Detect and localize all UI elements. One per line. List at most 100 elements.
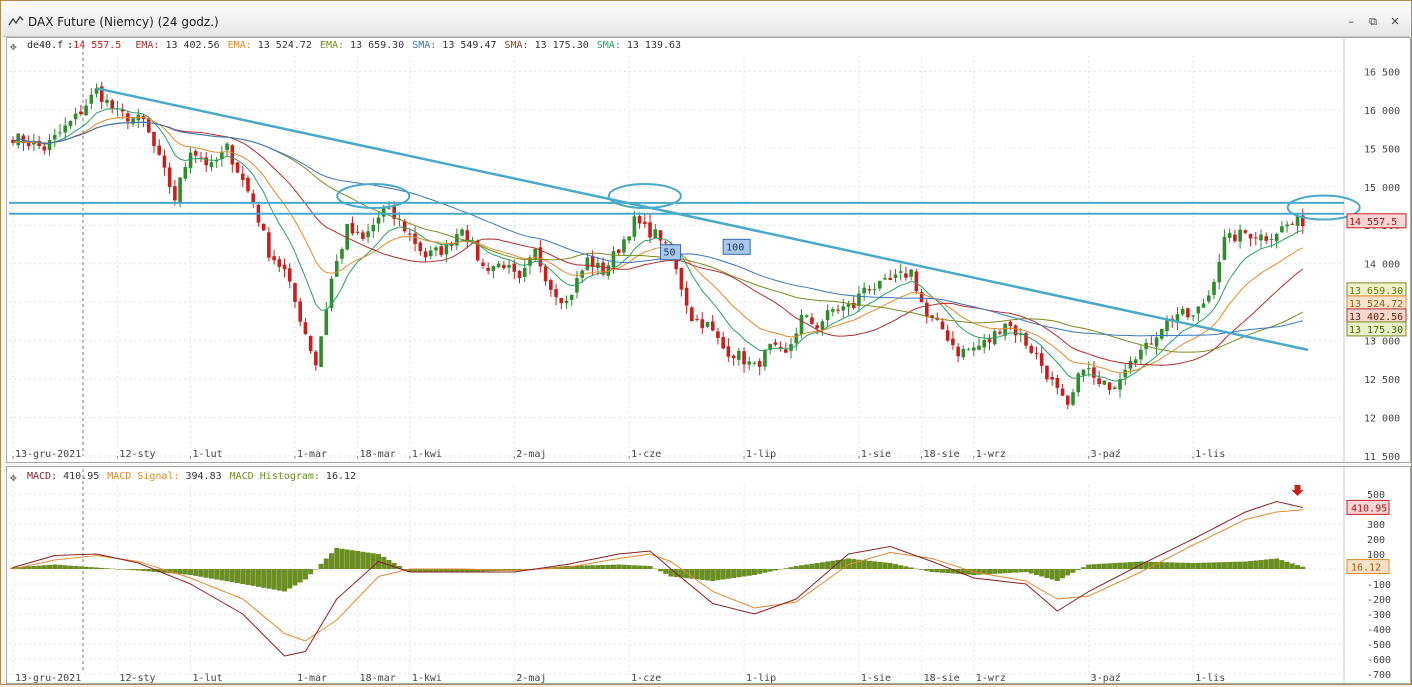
candle-body [1003,323,1007,336]
candle-body [966,349,971,351]
macd-legend-item: MACD Signal: 394.83 [107,471,225,482]
x-tick-label: 18-mar [360,673,396,683]
histogram-bar [689,569,695,579]
histogram-bar [125,569,131,570]
candle [1112,385,1117,390]
candle [89,88,94,110]
candle [893,268,898,283]
histogram-bar [658,569,663,572]
candle [961,345,966,360]
candle-body [329,278,334,309]
candle [361,229,365,242]
candle-body [303,322,308,335]
histogram-bar [151,569,157,572]
candle-body [193,151,198,156]
histogram-bar [1201,562,1207,569]
macd-panel[interactable]: 5004003002001000-100-200-300-400-500-600… [6,466,1411,684]
candle-body [188,152,193,169]
candle [293,282,297,309]
candle [956,343,960,363]
candle [84,98,88,117]
histogram-bar [819,562,825,569]
candle-body [1154,337,1159,347]
candle-body [763,350,767,367]
candle-body [549,279,553,290]
candle-body [1290,223,1295,225]
candle-body [825,310,830,321]
candle-body [120,109,125,112]
restore-button[interactable]: ⧉ [1369,15,1377,28]
candle-body [423,251,428,258]
histogram-bar [887,563,893,569]
close-button[interactable]: ✕ [1390,15,1400,28]
value-label: 14 557.5 [1349,217,1397,228]
candle [1227,228,1232,243]
histogram-bar [224,569,230,582]
candle-body [956,346,960,357]
candle [455,228,459,251]
candle [11,136,15,146]
candle [465,224,470,249]
value-label: 13 402.56 [1349,312,1403,323]
candle-body [444,244,449,255]
candle-body [428,250,433,257]
y-tick-label: 15 500 [1364,144,1400,155]
legend-label: MACD Histogram: [229,471,320,482]
x-tick-label: 12-sty [119,673,155,683]
candle [935,312,940,321]
histogram-bar [637,565,643,569]
price-legend-item: EMA: 13 524.72 [228,40,316,51]
x-tick-label: 1-wrz [976,673,1006,683]
minimize-button[interactable]: – [1348,15,1354,28]
candle [1060,384,1065,396]
candle-body [1285,224,1289,227]
histogram-bar [757,569,763,574]
histogram-bar [31,566,37,569]
candle [522,260,527,282]
histogram-bar [323,558,329,569]
candle [914,268,919,295]
candle-body [251,193,256,204]
histogram-bar [1289,563,1295,569]
candle-body [820,321,825,330]
legend-value: 13 402.56 [165,40,220,51]
histogram-bar [966,569,972,575]
candle [622,235,626,256]
legend-label: EMA: [319,40,345,51]
candle [966,347,971,351]
x-tick-label: 1-lip [746,449,776,460]
candle [1039,346,1044,374]
histogram-bar [229,569,235,583]
x-tick-label: 1-lis [1195,449,1225,460]
candle [637,212,642,229]
candle-body [1139,349,1143,360]
candle [298,297,302,327]
macd-chart[interactable]: 5004003002001000-100-200-300-400-500-600… [7,467,1410,684]
move-panel-icon[interactable]: ✥ [10,471,17,484]
candle [1217,253,1222,290]
legend-value: 394.83 [185,471,222,482]
candle-body [350,222,355,234]
candle-body [1055,378,1060,388]
histogram-bar [939,569,945,573]
move-panel-icon[interactable]: ✥ [10,40,17,53]
histogram-bar [856,559,862,569]
candle [679,267,684,297]
histogram-bar [370,553,376,569]
y-tick-label: -100 [1367,580,1391,591]
candle [1045,365,1049,383]
histogram-bar [182,569,188,575]
histogram-bar [584,565,590,569]
histogram-bar [992,569,998,574]
candle-body [1097,378,1101,385]
histogram-bar [511,569,517,571]
candle-body [1029,346,1034,353]
candle-body [209,162,214,168]
histogram-bar [193,569,199,576]
candle-body [737,350,741,360]
histogram-bar [292,569,298,586]
histogram-bar [391,563,397,569]
candle [423,248,428,262]
